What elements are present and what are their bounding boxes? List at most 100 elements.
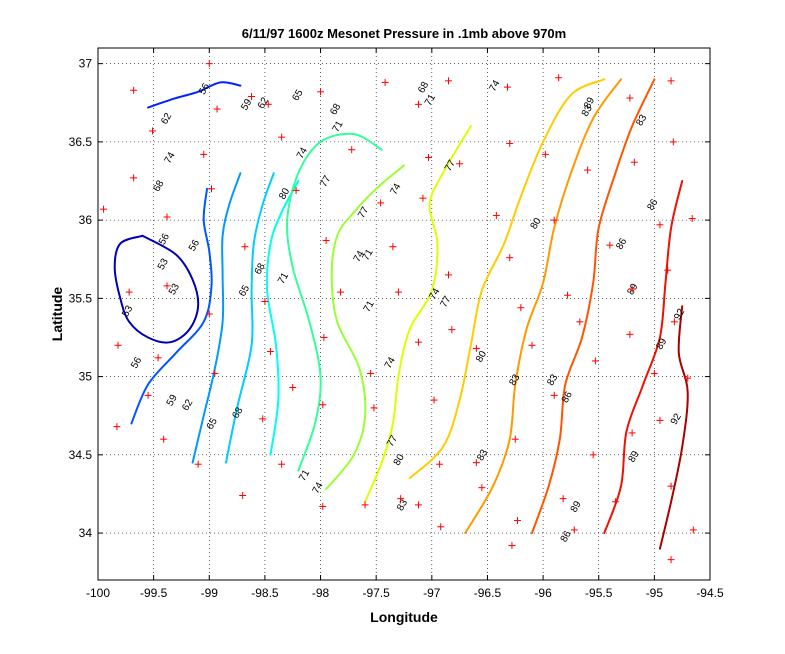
station-marker [606, 241, 614, 249]
contour-line-92 [658, 305, 689, 550]
station-marker [445, 271, 453, 279]
station-marker [397, 495, 405, 503]
contour-label: 71 [297, 468, 312, 484]
contour-line-83 [464, 78, 622, 535]
contour-label: 77 [438, 294, 453, 310]
station-marker [589, 451, 597, 459]
contour-line-62 [191, 172, 242, 464]
contour-label: 86 [559, 529, 574, 545]
contour-label: 68 [230, 405, 245, 421]
contour-label: 74 [352, 249, 367, 265]
contour-label: 65 [205, 416, 220, 432]
station-marker [163, 282, 171, 290]
station-marker [445, 77, 453, 85]
contour-lines [113, 78, 689, 550]
contour-line-65 [225, 172, 275, 464]
station-marker [114, 341, 122, 349]
station-marker [248, 93, 256, 101]
station-marker [241, 243, 249, 251]
contour-label: 83 [507, 372, 522, 388]
contour-label: 74 [163, 150, 178, 166]
station-marker [414, 501, 422, 509]
station-marker [144, 391, 152, 399]
station-marker [650, 369, 658, 377]
station-marker [436, 460, 444, 468]
contour-label: 71 [361, 247, 376, 263]
contour-line-89 [603, 180, 684, 535]
station-marker [688, 215, 696, 223]
contour-label: 77 [318, 174, 333, 190]
station-marker [319, 502, 327, 510]
contour-label: 89 [654, 336, 669, 352]
station-marker [472, 459, 480, 467]
y-tick-label: 34 [79, 526, 93, 540]
station-marker [628, 285, 636, 293]
station-marker [541, 150, 549, 158]
contour-label: 68 [416, 80, 431, 96]
x-tick-label: -95 [646, 586, 664, 600]
contour-label: 62 [159, 111, 174, 127]
station-marker [213, 105, 221, 113]
contour-label: 89 [627, 449, 642, 465]
station-marker [550, 391, 558, 399]
contour-label: 92 [672, 307, 687, 323]
contour-label: 92 [669, 411, 684, 427]
y-tick-label: 37 [79, 57, 93, 71]
contour-label: 62 [256, 95, 271, 111]
x-tick-label: -95.5 [585, 586, 613, 600]
contour-label: 65 [290, 87, 305, 103]
station-marker [506, 254, 514, 262]
station-marker [320, 333, 328, 341]
station-marker [667, 556, 675, 564]
station-marker [194, 460, 202, 468]
station-marker [319, 401, 327, 409]
contour-label: 86 [614, 236, 629, 252]
x-tick-label: -98 [312, 586, 330, 600]
x-tick-label: -96.5 [474, 586, 502, 600]
station-marker [492, 211, 500, 219]
y-tick-label: 36 [79, 213, 93, 227]
station-marker [100, 205, 108, 213]
station-marker [478, 484, 486, 492]
station-marker [394, 288, 402, 296]
contour-label: 74 [427, 286, 442, 302]
x-axis-label: Longitude [370, 609, 438, 625]
contour-label: 56 [157, 231, 172, 247]
contour-label: 77 [443, 158, 458, 174]
station-marker [414, 338, 422, 346]
station-marker [200, 150, 208, 158]
station-marker [377, 199, 385, 207]
contour-label: 83 [545, 372, 560, 388]
contour-label: 71 [423, 92, 438, 108]
contour-label: 71 [331, 119, 346, 135]
station-marker [570, 526, 578, 534]
station-marker [670, 318, 678, 326]
contour-label: 53 [156, 256, 171, 272]
contour-label: 71 [276, 271, 291, 287]
station-marker [628, 429, 636, 437]
station-marker [205, 60, 213, 68]
station-marker [419, 194, 427, 202]
station-marker [292, 186, 300, 194]
contour-label: 74 [388, 181, 403, 197]
station-marker [278, 460, 286, 468]
x-tick-label: -94.5 [696, 586, 724, 600]
contour-label: 53 [120, 303, 135, 319]
contour-label: 86 [560, 389, 575, 405]
y-tick-label: 35 [79, 370, 93, 384]
x-tick-label: -97.5 [363, 586, 391, 600]
station-marker [367, 369, 375, 377]
station-marker [125, 288, 133, 296]
y-axis-label: Latitude [49, 287, 65, 342]
station-marker [130, 174, 138, 182]
station-markers [100, 60, 697, 564]
station-marker [630, 158, 638, 166]
axis-ticks: -100 -99.5 -99 -98.5 -98 -97.5 -97 -96.5 -96 -95.… [69, 48, 724, 600]
station-marker [205, 310, 213, 318]
station-marker [555, 74, 563, 82]
contour-line-59 [130, 187, 213, 425]
station-marker [591, 357, 599, 365]
contour-label: 74 [383, 355, 398, 371]
station-marker [113, 423, 121, 431]
station-marker [656, 416, 664, 424]
